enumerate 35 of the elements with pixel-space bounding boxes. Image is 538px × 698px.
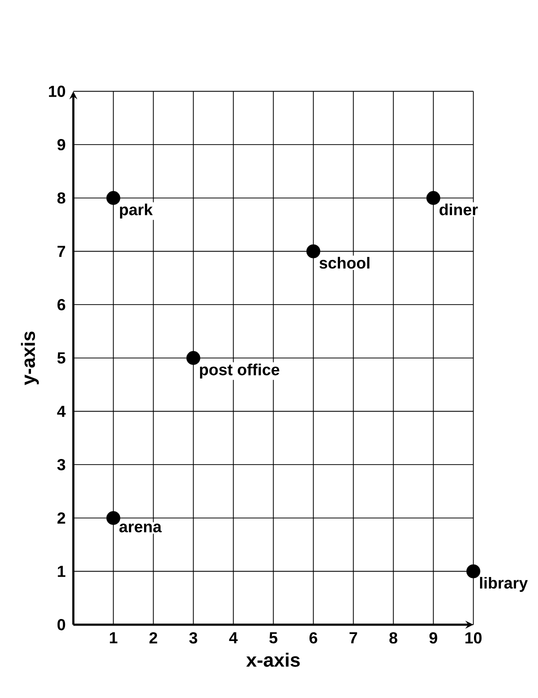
x-tick-label: 10	[465, 632, 482, 644]
y-tick-label: 9	[57, 139, 66, 150]
annotation: park	[120, 204, 153, 219]
annotation: post office	[200, 364, 280, 379]
annotation: diner	[440, 204, 478, 216]
annotation: library	[480, 576, 528, 592]
point	[426, 191, 440, 205]
y-tick-label: 1	[58, 566, 66, 577]
y-tick-label: 4	[57, 406, 66, 417]
y-tick-label: 7	[58, 246, 66, 257]
point	[106, 511, 120, 525]
y-tick-label: 3	[57, 458, 66, 470]
point	[306, 244, 320, 258]
x-tick-label: 9	[429, 632, 438, 644]
annotation: school	[320, 256, 370, 269]
point	[466, 564, 480, 578]
x-tick-label: 7	[350, 632, 358, 644]
x-tick-label: 8	[389, 632, 398, 644]
x-tick-label: 2	[149, 632, 158, 644]
x-tick-label: 3	[189, 632, 198, 644]
y-tick-label: 6	[57, 299, 66, 310]
y-tick-label: 5	[57, 352, 66, 364]
x-tick-label: 6	[309, 632, 318, 644]
annotation: arena	[119, 524, 162, 532]
y-tick-label: 8	[57, 192, 66, 204]
y-tick-label: 2	[57, 512, 66, 524]
x-tick-label: 5	[269, 632, 278, 644]
x-tick-label: 1	[110, 632, 118, 644]
x-tick-label: 4	[229, 632, 238, 644]
point	[186, 351, 200, 365]
y-axis-title: y-axis	[20, 332, 39, 386]
y-tick-label: 10	[48, 86, 66, 97]
point	[106, 191, 120, 205]
y-tick-label: 0	[58, 619, 66, 630]
x-axis-title: x-axis	[246, 652, 300, 667]
